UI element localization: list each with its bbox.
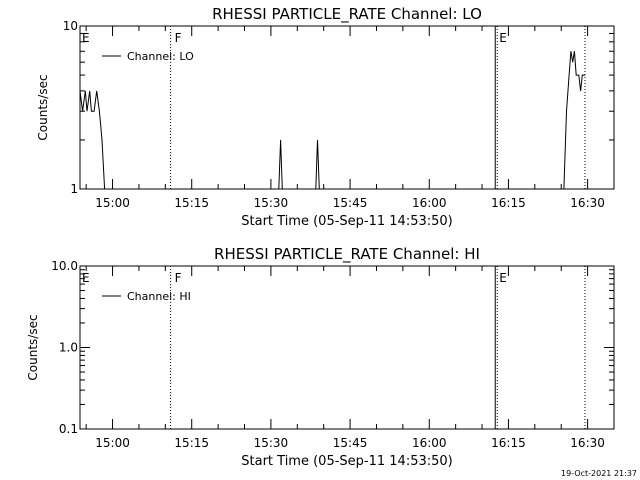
- x-tick-label: 15:45: [333, 196, 368, 210]
- y-axis-label: Counts/sec: [26, 314, 40, 380]
- x-axis-label: Start Time (05-Sep-11 14:53:50): [241, 214, 452, 229]
- x-tick-label: 16:00: [412, 436, 447, 450]
- x-tick-label: 15:00: [95, 196, 130, 210]
- x-tick-label: 16:15: [491, 196, 526, 210]
- marker-label: E: [82, 271, 90, 285]
- x-tick-label: 15:30: [254, 436, 289, 450]
- series-line: [79, 90, 106, 190]
- y-tick-label: 1.0: [59, 341, 78, 355]
- chart-title: RHESSI PARTICLE_RATE Channel: LO: [212, 5, 482, 24]
- y-tick-label: 10.0: [51, 259, 78, 273]
- marker-label: E: [499, 31, 507, 45]
- x-tick-label: 15:15: [174, 196, 209, 210]
- x-tick-label: 15:15: [174, 436, 209, 450]
- y-tick-label: 1: [70, 182, 78, 196]
- y-tick-label: 0.1: [59, 422, 78, 436]
- series-line: [278, 139, 283, 190]
- x-tick-label: 15:00: [95, 436, 130, 450]
- marker-label: E: [82, 31, 90, 45]
- x-axis-label: Start Time (05-Sep-11 14:53:50): [241, 454, 452, 469]
- chart-title: RHESSI PARTICLE_RATE Channel: HI: [214, 245, 480, 264]
- y-tick-label: 10: [63, 19, 78, 33]
- x-tick-label: 15:30: [254, 196, 289, 210]
- marker-label: F: [175, 31, 182, 45]
- legend-label: Channel: HI: [127, 290, 191, 303]
- footer-timestamp: 19-Oct-2021 21:37: [561, 469, 637, 478]
- series-line: [315, 139, 320, 190]
- x-tick-label: 16:15: [491, 436, 526, 450]
- marker-label: E: [499, 271, 507, 285]
- y-axis-label: Counts/sec: [36, 74, 50, 140]
- x-tick-label: 16:30: [570, 436, 605, 450]
- panel-hi: RHESSI PARTICLE_RATE Channel: HI Start Ti…: [26, 245, 615, 469]
- plot-frame: [79, 25, 615, 190]
- x-tick-label: 16:00: [412, 196, 447, 210]
- x-tick-label: 15:45: [333, 436, 368, 450]
- marker-label: F: [175, 271, 182, 285]
- x-tick-label: 16:30: [570, 196, 605, 210]
- legend-label: Channel: LO: [127, 50, 194, 63]
- panel-lo: RHESSI PARTICLE_RATE Channel: LO Start Ti…: [36, 5, 615, 229]
- series-line: [563, 51, 585, 190]
